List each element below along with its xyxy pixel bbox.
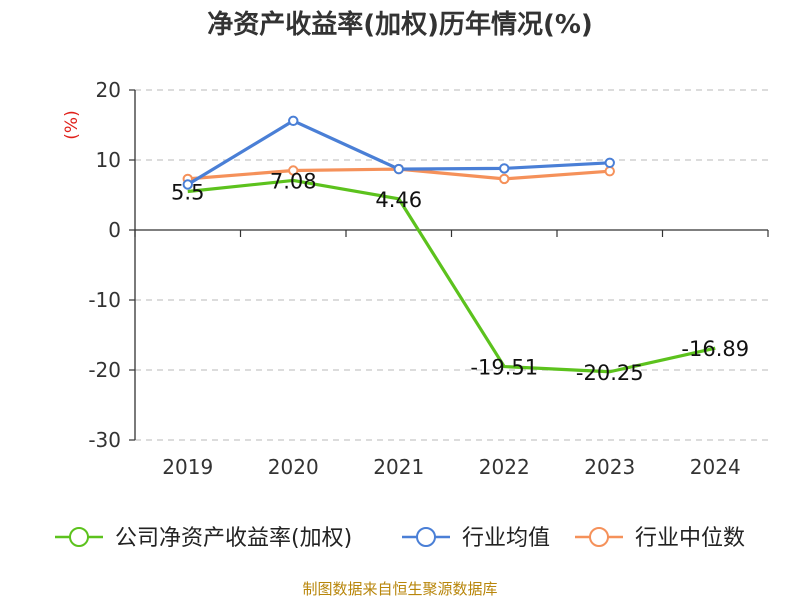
y-tick-label: -20 xyxy=(88,358,121,382)
legend-label: 行业中位数 xyxy=(635,526,745,551)
series-point xyxy=(182,179,193,190)
y-tick-label: 10 xyxy=(96,148,121,172)
series-line xyxy=(187,178,716,374)
y-tick-label: 20 xyxy=(96,78,121,102)
legend: 公司净资产收益率(加权) 行业均值 行业中位数 xyxy=(55,526,745,551)
x-tick-label: 2019 xyxy=(162,455,213,479)
legend-marker xyxy=(69,527,89,547)
x-tick-label: 2023 xyxy=(584,455,635,479)
x-tick-label: 2021 xyxy=(373,455,424,479)
series-point xyxy=(499,173,510,185)
data-label: 5.5 xyxy=(171,181,204,205)
data-label: 7.08 xyxy=(270,169,317,193)
x-tick-label: 2022 xyxy=(479,455,530,479)
x-tick-label: 2020 xyxy=(268,455,319,479)
y-tick-label: -10 xyxy=(88,288,121,312)
y-tick-label: -30 xyxy=(88,428,121,452)
x-tick-label: 2024 xyxy=(690,455,741,479)
y-axis-label: (%) xyxy=(62,110,82,139)
data-label: -20.25 xyxy=(576,361,644,385)
series-point xyxy=(499,163,510,174)
legend-label: 公司净资产收益率(加权) xyxy=(115,526,352,551)
data-label-layer: 5.5 7.08 4.46 -19.51 -20.25 -16.89 xyxy=(171,169,749,384)
y-tick-label: 0 xyxy=(108,218,121,242)
series-layer xyxy=(182,115,716,374)
grid-layer xyxy=(135,89,768,441)
series-point xyxy=(393,163,404,175)
chart-title: 净资产收益率(加权)历年情况(%) xyxy=(207,10,593,40)
data-label: 4.46 xyxy=(375,188,422,212)
series-point xyxy=(604,166,615,177)
legend-marker xyxy=(416,527,436,547)
data-label: -19.51 xyxy=(470,356,538,380)
series-point xyxy=(288,115,299,127)
legend-label: 行业均值 xyxy=(462,526,550,551)
data-label: -16.89 xyxy=(681,337,749,361)
axis-layer: 20 10 0 -10 -20 -30 2019 2020 2021 2022 2023 2024 (%… xyxy=(62,78,769,479)
series-point xyxy=(604,157,615,169)
data-source-note: 制图数据来自恒生聚源数据库 xyxy=(302,580,498,598)
legend-marker xyxy=(589,527,609,547)
series-point xyxy=(288,165,299,176)
